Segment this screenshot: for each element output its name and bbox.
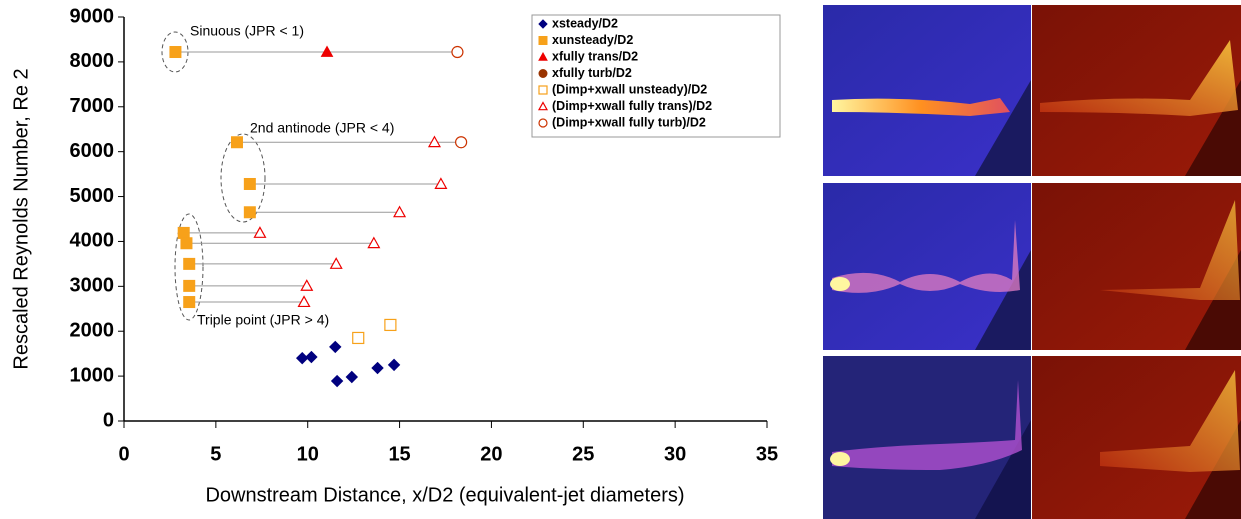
y-tick-label: 3000 (70, 275, 115, 297)
point (253, 226, 267, 238)
point (320, 45, 334, 57)
y-tick-label: 5000 (70, 185, 115, 207)
point (345, 370, 359, 384)
plume (1100, 200, 1240, 300)
legend-marker (538, 85, 548, 95)
point (300, 279, 314, 291)
jet-core (830, 277, 850, 291)
plume (1040, 40, 1238, 116)
point (230, 136, 243, 149)
x-tick-label: 35 (756, 443, 778, 465)
point (243, 177, 256, 190)
point (451, 45, 464, 59)
jet (832, 380, 1022, 470)
x-axis-title: Downstream Distance, x/D2 (equivalent-je… (205, 484, 684, 506)
legend-label: (Dimp+xwall fully trans)/D2 (552, 99, 712, 113)
y-tick-label: 8000 (70, 50, 115, 72)
plume (1100, 370, 1240, 472)
point (305, 350, 318, 364)
point (352, 331, 365, 345)
legend (531, 14, 781, 138)
point (330, 374, 344, 388)
point (455, 136, 468, 149)
y-tick-label: 2000 (70, 320, 115, 342)
y-tick-label: 6000 (70, 140, 115, 162)
point (183, 296, 196, 309)
point (297, 295, 311, 308)
point (177, 226, 190, 239)
point (169, 46, 182, 59)
point (387, 358, 401, 372)
photo-panels (823, 5, 1241, 519)
point (329, 340, 342, 354)
point (384, 318, 397, 332)
x-tick-label: 0 (118, 443, 129, 465)
point (183, 257, 196, 270)
point (367, 236, 381, 249)
y-tick-label: 7000 (70, 95, 115, 117)
point (295, 351, 309, 365)
legend-label: xsteady/D2 (552, 16, 618, 30)
point (393, 205, 407, 218)
y-tick-label: 0 (103, 409, 114, 431)
legend-marker (537, 101, 549, 111)
annotation: Sinuous (JPR < 1) (190, 23, 304, 39)
group-ellipse (174, 213, 204, 321)
legend-marker (538, 69, 548, 78)
y-tick-label: 1000 (70, 364, 115, 386)
jet (832, 220, 1020, 293)
point (180, 237, 193, 250)
x-tick-label: 15 (388, 443, 410, 465)
annotation: Triple point (JPR > 4) (197, 312, 329, 328)
point (371, 361, 384, 375)
plot-area: Sinuous (JPR < 1) 2nd antinode (JPR < 4)… (10, 14, 781, 506)
legend-label: (Dimp+xwall unsteady)/D2 (552, 82, 707, 96)
x-tick-label: 5 (210, 443, 221, 465)
point (434, 177, 448, 189)
legend-marker (538, 51, 548, 61)
x-tick-label: 30 (664, 443, 686, 465)
jet-core (830, 452, 850, 466)
point (243, 206, 256, 219)
y-tick-label: 4000 (70, 230, 115, 252)
point (329, 257, 343, 269)
x-tick-label: 10 (297, 443, 319, 465)
point (427, 135, 441, 148)
point (183, 279, 196, 292)
legend-label: (Dimp+xwall fully turb)/D2 (552, 115, 706, 129)
legend-label: xunsteady/D2 (552, 33, 633, 47)
legend-marker (538, 118, 548, 128)
y-tick-label: 9000 (70, 5, 115, 27)
legend-marker (538, 36, 548, 45)
x-tick-label: 20 (480, 443, 502, 465)
wall (975, 80, 1031, 176)
group-ellipse (220, 133, 266, 223)
jet (832, 98, 1010, 116)
legend-label: xfully turb/D2 (552, 66, 632, 80)
annotation: 2nd antinode (JPR < 4) (250, 120, 394, 136)
y-axis-title: Rescaled Reynolds Number, Re 2 (10, 68, 32, 369)
legend-label: xfully trans/D2 (552, 49, 638, 63)
x-tick-label: 25 (572, 443, 594, 465)
legend-marker (538, 19, 548, 29)
